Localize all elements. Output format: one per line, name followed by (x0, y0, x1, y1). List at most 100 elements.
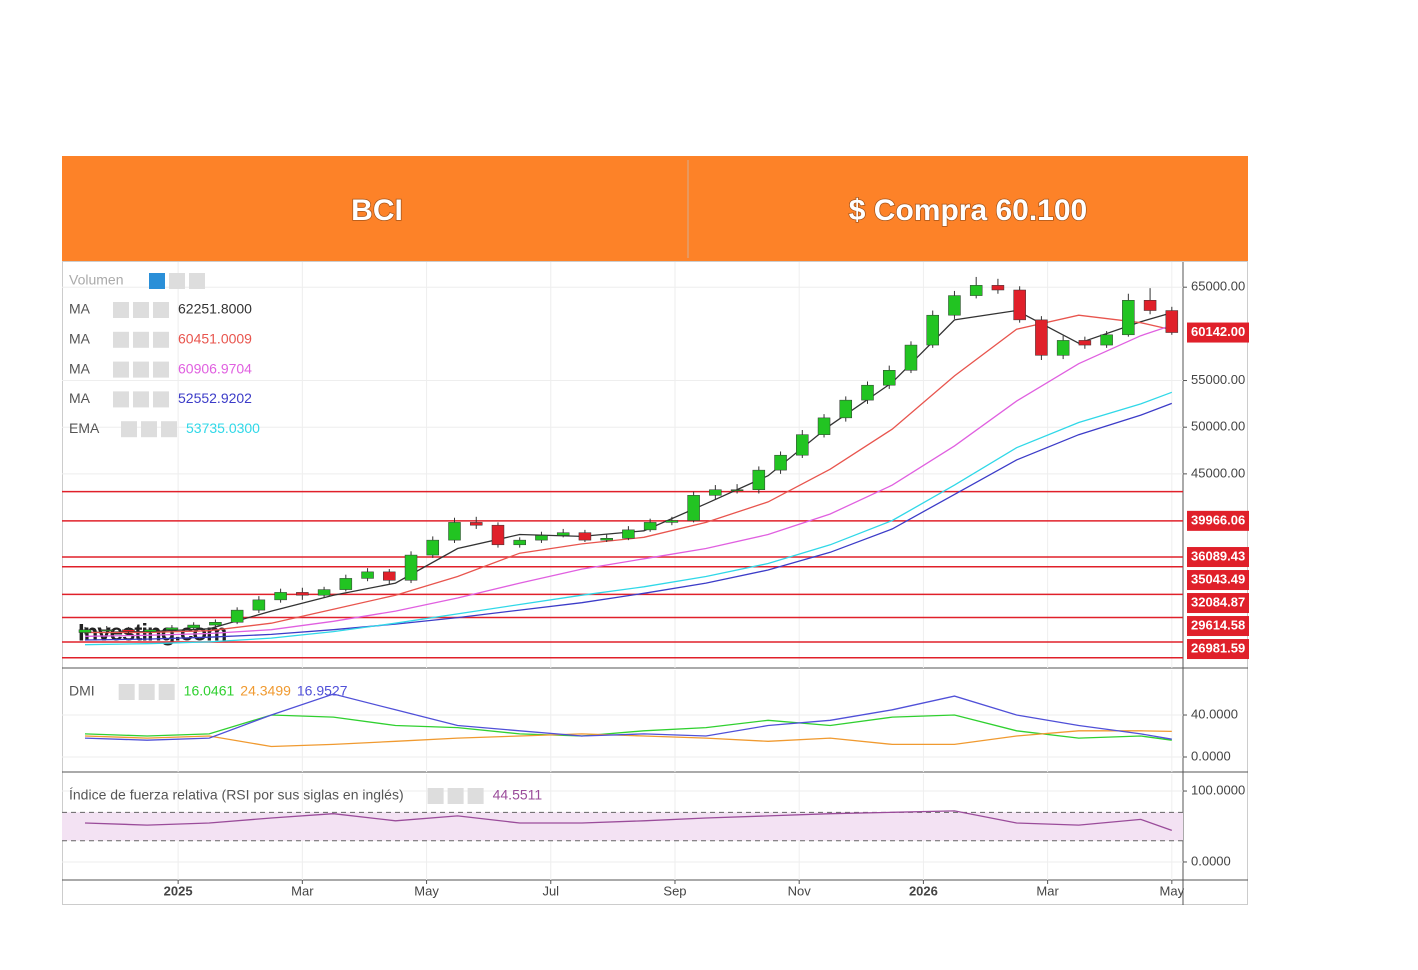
x-tick-label: 2025 (164, 883, 193, 898)
header-bar (62, 156, 1248, 261)
legend-icon (153, 302, 169, 318)
x-tick-label: May (414, 883, 439, 898)
legend-icon (113, 302, 129, 318)
legend-icon (189, 273, 205, 289)
candle-body (861, 384, 874, 401)
candle-body (426, 539, 440, 556)
legend-value: 60906.9704 (178, 360, 252, 376)
candle-body (904, 344, 918, 371)
level-label: 26981.59 (1191, 640, 1245, 655)
x-tick-label: May (1160, 883, 1185, 898)
legend-icon (133, 331, 149, 348)
y-tick-label: 40.0000 (1191, 706, 1238, 721)
panel-title: Índice de fuerza relativa (RSI por sus s… (69, 787, 404, 803)
candle-body (469, 522, 483, 526)
level-label: 36089.43 (1191, 548, 1245, 563)
legend-value: 44.5511 (493, 787, 543, 803)
legend-name: EMA (69, 420, 100, 436)
candle-body (665, 520, 679, 523)
legend-icon (447, 788, 464, 804)
volume-label: Volumen (69, 272, 123, 288)
candle-body (535, 535, 548, 541)
candle-body (274, 592, 287, 601)
candle-body (730, 489, 744, 491)
y-tick-label: 45000.00 (1191, 465, 1245, 480)
y-tick-label: 100.0000 (1191, 782, 1245, 797)
level-label-box (1187, 616, 1249, 637)
candle-body (1035, 319, 1048, 356)
x-tick-label: Mar (1036, 883, 1059, 898)
candle-body (448, 522, 461, 541)
legend-icon (158, 684, 175, 700)
indicator-line (84, 810, 1173, 832)
level-label-box (1187, 570, 1249, 591)
legend-icon (113, 361, 129, 378)
indicator-line (84, 324, 1173, 637)
candle-body (556, 532, 570, 536)
legend-value: 52552.9202 (178, 390, 252, 406)
legend-icon (153, 361, 169, 378)
candle-body (817, 417, 831, 435)
level-label: 35043.49 (1191, 571, 1245, 586)
candle-body (339, 578, 353, 590)
legend-value: 53735.0300 (186, 420, 260, 436)
candle-body (578, 532, 592, 541)
candle-body (491, 524, 505, 546)
candle-body (948, 295, 961, 316)
indicator-line (85, 314, 1172, 634)
legend-icon (161, 421, 177, 438)
candle-body (209, 622, 222, 626)
legend-name: MA (69, 301, 91, 317)
candle-body (513, 539, 526, 546)
candle-body (165, 627, 179, 630)
candle-body (1078, 340, 1092, 346)
candle-body (1122, 300, 1135, 336)
legend-icon (149, 273, 165, 289)
legend-icon (169, 273, 185, 289)
indicator-line (84, 693, 1172, 741)
candle-body (600, 538, 613, 541)
header-left: BCI (351, 194, 403, 227)
level-label-box (1187, 639, 1249, 660)
indicator-line (84, 402, 1173, 641)
candle-body (230, 609, 244, 623)
x-tick-label: Jul (542, 883, 559, 898)
indicator-line (84, 309, 1172, 634)
x-tick-label: Mar (291, 883, 314, 898)
candle-body (926, 314, 939, 346)
candle-body (78, 629, 92, 633)
y-tick-label: 0.0000 (1191, 853, 1231, 868)
level-label-box (1187, 510, 1249, 531)
candle-body (404, 554, 418, 581)
candle-body (1013, 289, 1026, 321)
legend-value: 60451.0009 (178, 331, 252, 347)
y-tick-label: 50000.00 (1191, 419, 1245, 434)
candle-body (122, 629, 135, 632)
y-tick-label: 0.0000 (1191, 748, 1231, 763)
legend-value: 16.9527 (297, 683, 348, 699)
y-tick-label: 65000.00 (1191, 279, 1245, 294)
legend-name: MA (69, 360, 91, 376)
legend-icon (121, 421, 137, 438)
candle-body (991, 285, 1005, 291)
legend-name: MA (69, 331, 91, 347)
panel-title: DMI (69, 683, 95, 699)
candle-body (187, 624, 200, 629)
legend-value: 24.3499 (240, 683, 291, 699)
candle-body (796, 434, 809, 456)
legend-icon (153, 391, 169, 408)
candle-body (882, 370, 896, 386)
level-label-box (1187, 547, 1249, 568)
legend-name: MA (69, 390, 91, 406)
level-label: 39966.06 (1191, 512, 1245, 527)
candle-body (709, 489, 722, 496)
legend-icon (153, 331, 169, 348)
indicator-line (84, 730, 1172, 748)
legend-value: 62251.8000 (178, 301, 252, 317)
chart: 65000.0055000.0050000.0045000.00Investin… (62, 262, 1249, 905)
candle-body (296, 592, 309, 596)
candle-body (1143, 300, 1157, 311)
last-price-label: 60142.00 (1191, 324, 1245, 339)
candle-body (752, 469, 766, 490)
